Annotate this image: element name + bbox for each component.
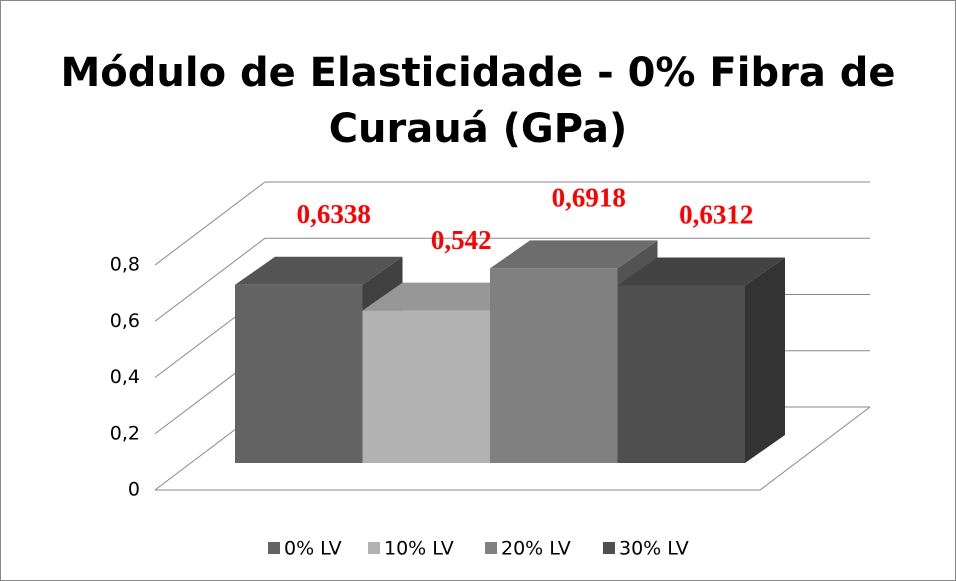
legend-swatch bbox=[268, 542, 280, 554]
legend-label: 10% LV bbox=[384, 538, 454, 560]
bar-top bbox=[617, 257, 785, 286]
value-label: 0,6338 bbox=[297, 199, 371, 229]
bar bbox=[617, 285, 745, 463]
grid-line bbox=[154, 237, 870, 322]
bar bbox=[490, 268, 618, 463]
bar-side bbox=[745, 257, 785, 463]
grid-line bbox=[154, 181, 870, 266]
y-tick-label: 0,8 bbox=[110, 254, 140, 276]
y-tick-label: 0,2 bbox=[110, 422, 140, 444]
bar-top bbox=[235, 256, 403, 285]
legend-label: 30% LV bbox=[619, 538, 689, 560]
bar-top bbox=[362, 282, 530, 311]
y-tick-label: 0 bbox=[128, 479, 140, 501]
legend-swatch bbox=[368, 542, 380, 554]
value-label: 0,6918 bbox=[552, 183, 626, 213]
value-label: 0,542 bbox=[431, 225, 492, 255]
legend-swatch bbox=[603, 542, 615, 554]
y-tick-label: 0,4 bbox=[110, 366, 140, 388]
bar bbox=[362, 310, 490, 463]
legend-swatch bbox=[485, 542, 497, 554]
value-label: 0,6312 bbox=[679, 200, 753, 230]
legend-label: 20% LV bbox=[501, 538, 571, 560]
bar-top bbox=[490, 240, 658, 269]
chart-title: Módulo de Elasticidade - 0% Fibra de Cura… bbox=[60, 50, 895, 152]
floor-edge bbox=[155, 406, 871, 491]
bar bbox=[235, 284, 363, 463]
y-tick-label: 0,6 bbox=[110, 310, 140, 332]
legend-label: 0% LV bbox=[284, 538, 342, 560]
